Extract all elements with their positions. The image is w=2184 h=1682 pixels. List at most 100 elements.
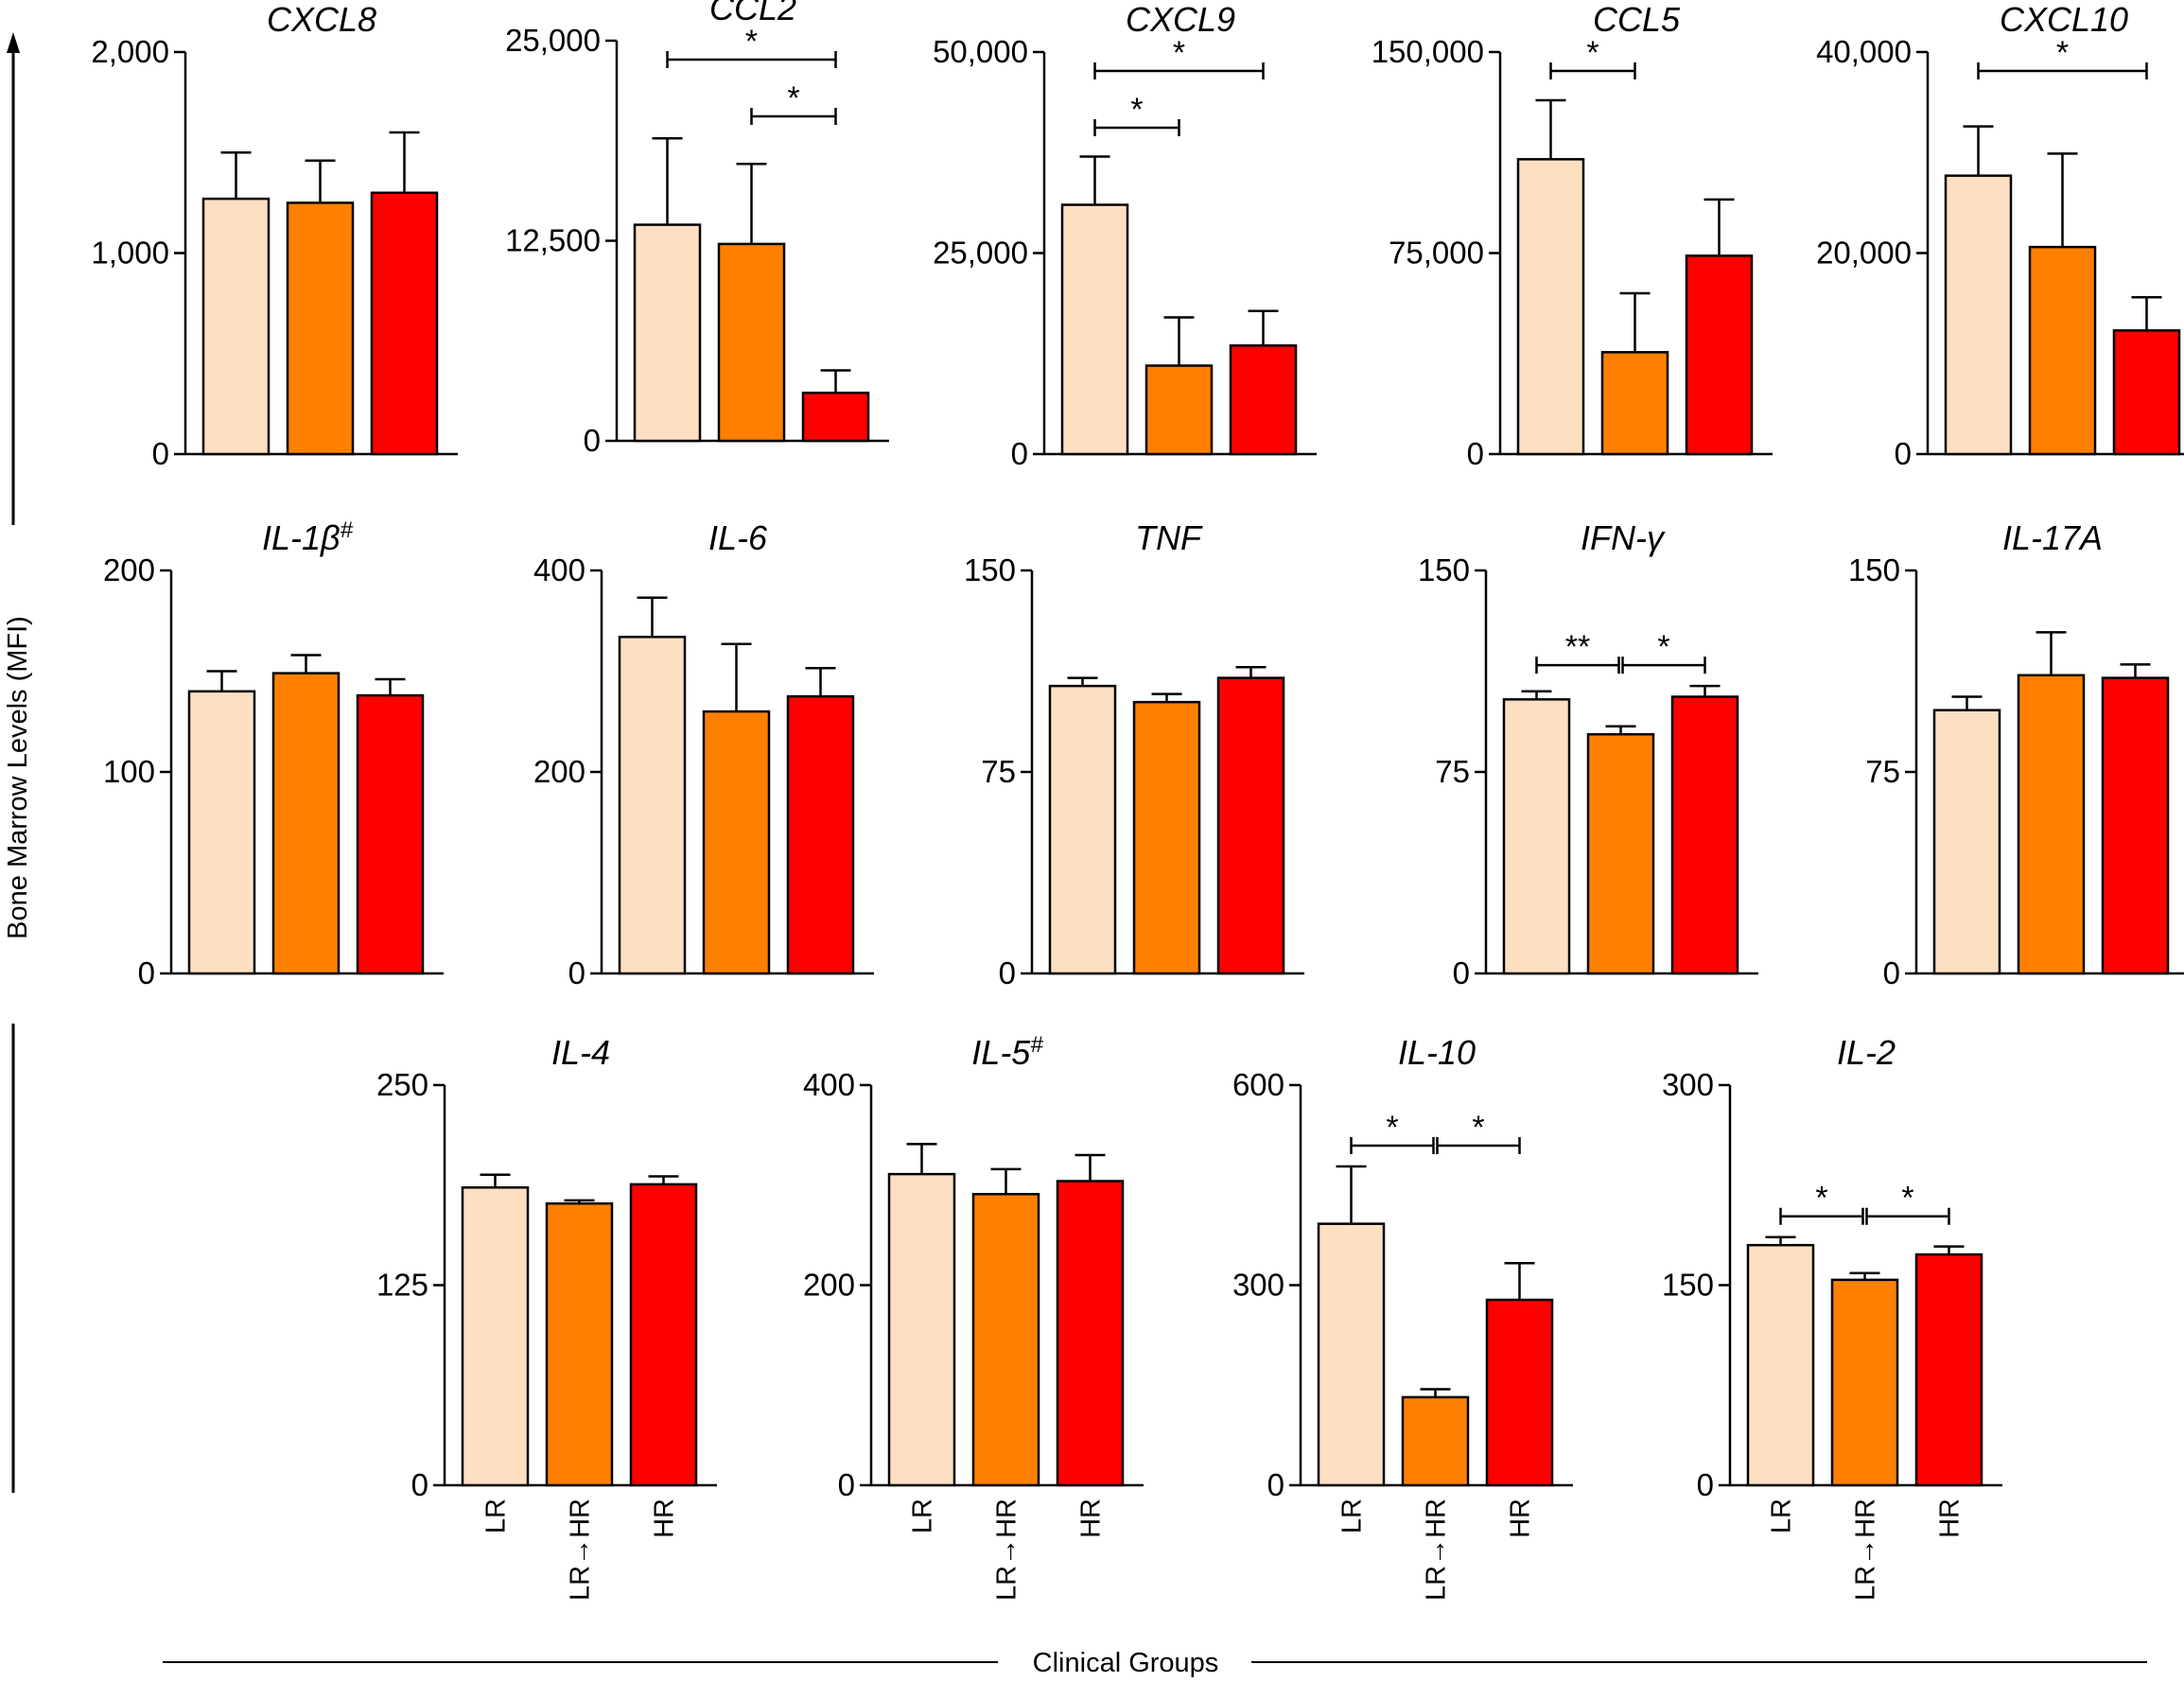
sig-star: *	[745, 24, 758, 60]
y-tick-label: 75	[1435, 754, 1470, 789]
bar-LR	[1746, 1243, 1815, 1487]
y-tick-label: 200	[803, 1268, 855, 1303]
y-tick-label: 0	[838, 1467, 855, 1502]
panel-cxcl9: CXCL9 0 25,000 50,000 * *	[933, 0, 1317, 471]
panel-title: TNF	[1135, 518, 1203, 557]
panel-title-superscript: #	[1030, 1032, 1043, 1058]
bar-LR→HR	[1586, 732, 1655, 975]
panel-tnf: TNF 0 75 150	[964, 518, 1304, 990]
x-category-label: HR	[650, 1498, 680, 1538]
bar-LR	[1944, 174, 2013, 456]
sig-star: *	[1472, 1110, 1484, 1146]
panel-title: IL-10	[1398, 1033, 1476, 1072]
x-category-label: LR	[908, 1498, 938, 1533]
y-tick-label: 250	[376, 1067, 428, 1102]
bar-HR	[629, 1183, 698, 1487]
panel-il-1-: IL-1β# 0 100 200	[103, 517, 444, 990]
sig-star: *	[787, 80, 799, 116]
y-tick-label: 150	[964, 552, 1016, 587]
y-tick-label: 0	[1883, 955, 1900, 990]
bar-LR→HR	[971, 1193, 1040, 1487]
y-tick-label: 75,000	[1389, 236, 1484, 271]
y-tick-label: 0	[1453, 955, 1470, 990]
bar-LR	[461, 1186, 530, 1487]
x-category-label: LR→HR	[566, 1498, 596, 1601]
y-tick-label: 0	[411, 1467, 428, 1502]
y-axis-arrow-head	[7, 32, 20, 53]
bar-HR	[356, 693, 425, 975]
panel-title: CCL2	[709, 0, 796, 27]
sig-star: **	[1565, 629, 1590, 665]
bar-LR	[887, 1172, 956, 1487]
x-category-label: LR→HR	[1851, 1498, 1881, 1601]
x-category-label: HR	[1076, 1498, 1107, 1538]
bar-HR	[1216, 676, 1285, 975]
panel-title: IL-5#	[971, 1032, 1043, 1073]
x-category-label: HR	[1506, 1498, 1536, 1538]
bar-LR→HR	[702, 710, 771, 975]
x-category-label: LR→HR	[1422, 1498, 1452, 1601]
y-tick-label: 600	[1232, 1067, 1284, 1102]
y-tick-label: 0	[1011, 436, 1028, 471]
bar-LR	[1317, 1222, 1386, 1487]
y-tick-label: 0	[568, 955, 585, 990]
y-tick-label: 50,000	[933, 34, 1028, 69]
panel-ccl5: CCL5 0 75,000 150,000 *	[1372, 0, 1773, 471]
y-tick-label: 25,000	[505, 23, 601, 58]
panel-title: IL-6	[708, 518, 768, 557]
y-tick-label: 20,000	[1816, 236, 1912, 271]
bar-HR	[2112, 329, 2181, 456]
y-tick-label: 0	[1267, 1467, 1284, 1502]
bar-HR	[1056, 1180, 1125, 1487]
panel-title: IFN-γ	[1581, 518, 1666, 557]
panel-il-17a: IL-17A 0 75 150	[1848, 518, 2184, 990]
panel-title: CXCL9	[1126, 0, 1235, 39]
y-tick-label: 0	[152, 436, 169, 471]
global-x-label: Clinical Groups	[1033, 1648, 1219, 1678]
sig-star: *	[1386, 1110, 1398, 1146]
panel-il-4: IL-4 0 125 250 LR LR→HR HR	[376, 1033, 717, 1601]
bar-HR	[1485, 1298, 1554, 1487]
panel-ccl2: CCL2 0 12,500 25,000 * *	[505, 0, 889, 458]
sig-star: *	[1586, 35, 1599, 71]
x-category-label: HR	[1935, 1498, 1966, 1538]
bar-HR	[1914, 1253, 1983, 1487]
sig-star: *	[1901, 1181, 1913, 1217]
bar-LR→HR	[717, 242, 786, 443]
global-y-label: Bone Marrow Levels (MFI)	[3, 616, 33, 939]
panel-il-5: IL-5# 0 200 400 LR LR→HR HR	[803, 1032, 1144, 1601]
bar-LR	[1932, 709, 2001, 975]
y-tick-label: 200	[533, 754, 585, 789]
bar-HR	[786, 694, 855, 975]
y-tick-label: 200	[103, 552, 155, 587]
panel-title: IL-17A	[2002, 518, 2103, 557]
y-tick-label: 150	[1662, 1268, 1714, 1303]
y-tick-label: 2,000	[91, 34, 169, 69]
bar-HR	[2101, 676, 2170, 975]
panel-il-10: IL-10 0 300 600 * * LR LR→HR HR	[1232, 1033, 1573, 1601]
sig-star: *	[1130, 92, 1143, 128]
panel-title: CCL5	[1593, 0, 1681, 39]
bar-LR→HR	[1830, 1278, 1899, 1487]
y-tick-label: 400	[803, 1067, 855, 1102]
panel-title: IL-1β#	[262, 517, 354, 558]
y-tick-label: 0	[584, 423, 601, 458]
bar-LR	[187, 690, 256, 975]
bar-LR	[618, 636, 687, 975]
panel-cxcl8: CXCL8 0 1,000 2,000	[91, 0, 458, 471]
panel-il-6: IL-6 0 200 400	[533, 518, 874, 990]
y-tick-label: 0	[1467, 436, 1484, 471]
bar-LR→HR	[1144, 364, 1214, 456]
y-tick-label: 150	[1848, 552, 1900, 587]
sig-star: *	[1815, 1181, 1827, 1217]
bar-LR→HR	[1132, 700, 1201, 975]
panel-cxcl10: CXCL10 0 20,000 40,000 *	[1816, 0, 2184, 471]
bar-LR	[201, 197, 271, 456]
bar-LR	[633, 223, 702, 443]
x-category-label: LR	[481, 1498, 512, 1533]
y-tick-label: 75	[1865, 754, 1900, 789]
bar-LR	[1502, 698, 1571, 975]
bar-LR→HR	[2028, 245, 2097, 456]
